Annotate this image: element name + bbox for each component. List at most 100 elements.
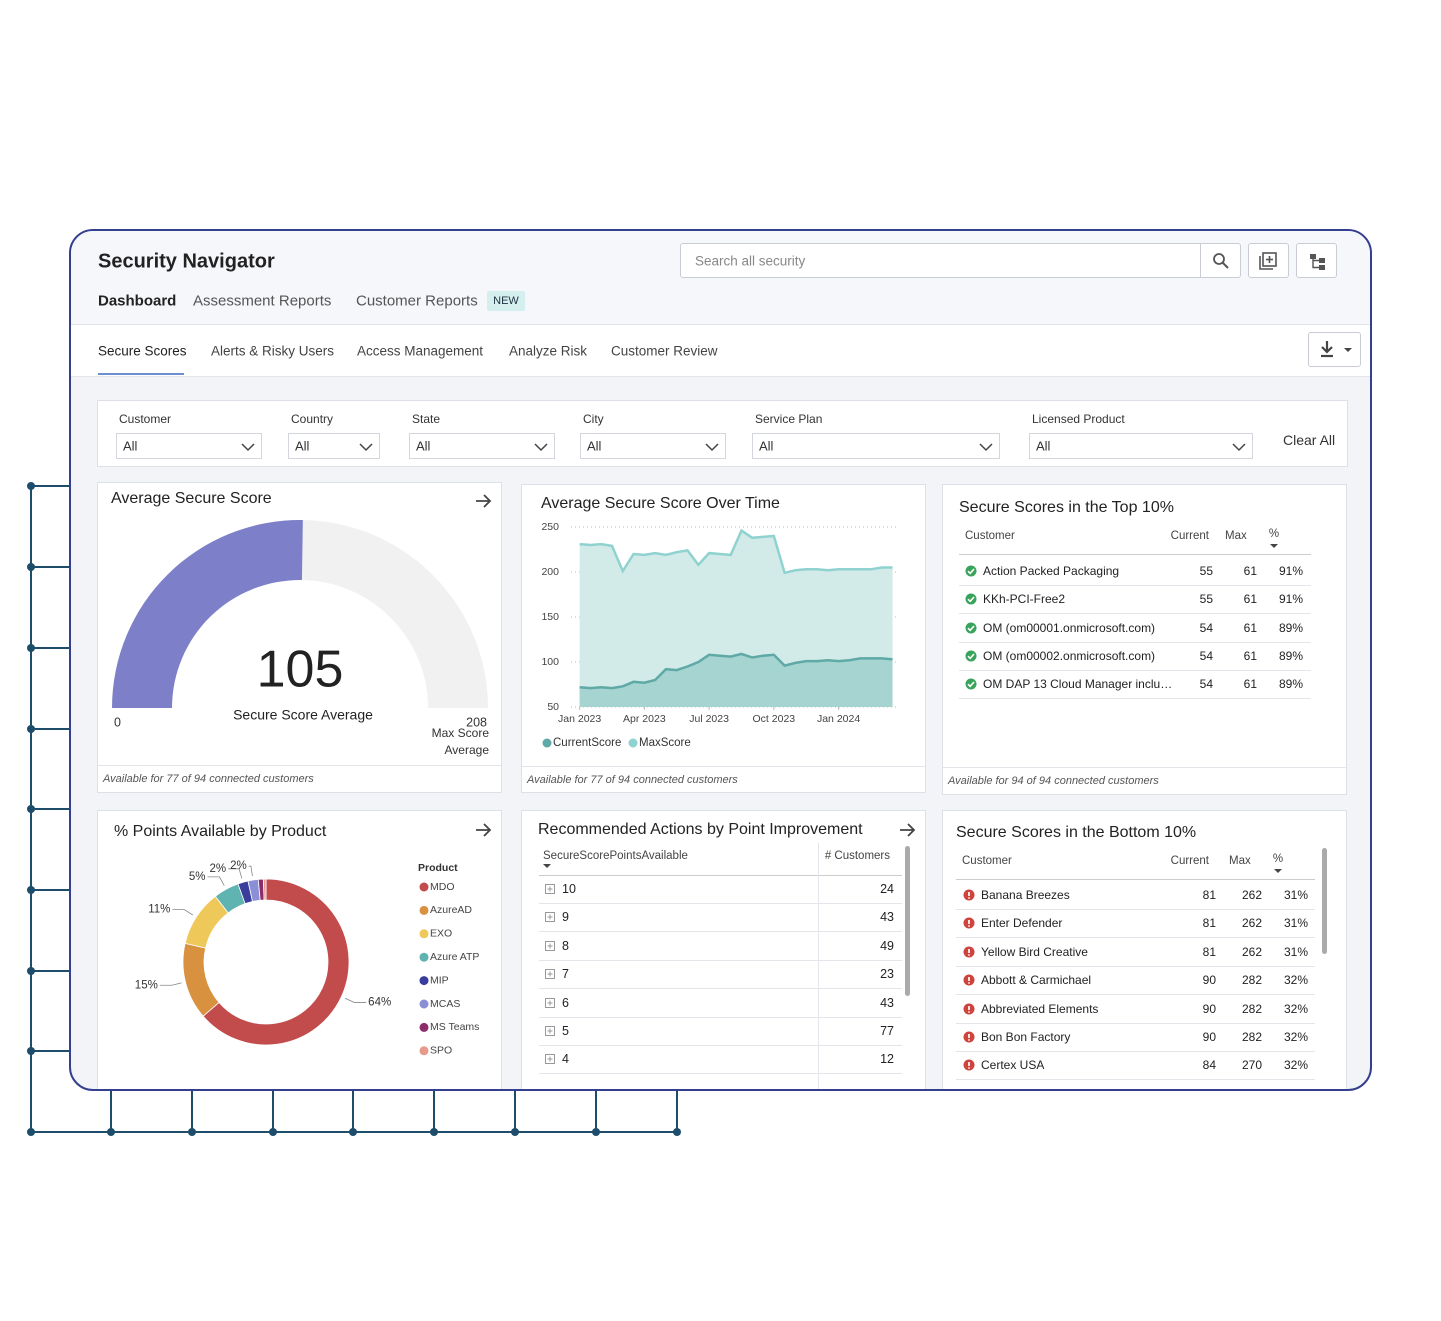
customer-name: OM (om00001.onmicrosoft.com) <box>983 620 1156 635</box>
table-cell: 81 <box>1202 944 1216 959</box>
column-header: Customer <box>965 530 1015 542</box>
filter-label: City <box>583 412 604 426</box>
x-tick-label: Oct 2023 <box>753 713 796 725</box>
status-icon <box>963 1003 975 1015</box>
row-divider <box>959 641 1311 643</box>
legend-marker <box>419 952 429 962</box>
open-arrow[interactable] <box>474 493 494 509</box>
legend-marker <box>628 738 638 748</box>
table-cell: 12 <box>880 1052 894 1067</box>
header-divider <box>959 554 1311 555</box>
tab[interactable]: Access Management <box>357 343 484 359</box>
customer-name: Bon Bon Factory <box>981 1030 1071 1044</box>
filter-select[interactable]: All <box>580 433 726 459</box>
customer-name: Enter Defender <box>981 916 1063 931</box>
status-icon <box>963 889 975 901</box>
caret <box>1274 869 1282 873</box>
table-cell: 43 <box>880 995 894 1010</box>
expand-icon[interactable] <box>545 884 555 894</box>
expand-icon[interactable] <box>545 969 555 980</box>
download-button[interactable] <box>1308 332 1361 367</box>
nav-link[interactable]: Assessment Reports <box>193 292 332 310</box>
open-arrow[interactable] <box>474 822 494 838</box>
table-cell: 81 <box>1202 916 1216 931</box>
footnote: Available for 94 of 94 connected custome… <box>948 775 1159 787</box>
expand-plus <box>547 914 553 920</box>
bottom_table-card: Secure Scores in the Bottom 10% Customer C… <box>942 810 1347 1089</box>
gauge-min: 0 <box>114 715 121 729</box>
icon-dot <box>968 1039 970 1041</box>
icon-circle <box>965 565 977 577</box>
filter-select[interactable]: All <box>409 433 555 459</box>
tab[interactable]: Analyze Risk <box>509 343 588 359</box>
chevron <box>1232 443 1246 452</box>
expand-icon[interactable] <box>545 940 555 951</box>
footnote: Available for 77 of 94 connected custome… <box>103 773 314 785</box>
tab[interactable]: Secure Scores <box>98 343 187 359</box>
column-header: Max <box>1229 855 1251 867</box>
chevron <box>705 443 719 452</box>
expand-icon[interactable] <box>545 997 555 1008</box>
add-report-button[interactable] <box>1248 243 1289 278</box>
filter-select[interactable]: All <box>116 433 262 459</box>
filter-select[interactable]: All <box>752 433 1000 459</box>
hierarchy-button[interactable] <box>1296 243 1337 278</box>
table-cell: 32% <box>1283 1030 1308 1044</box>
clear-all-link[interactable]: Clear All <box>1283 432 1336 448</box>
search-icon[interactable] <box>1212 252 1230 270</box>
status-icon <box>963 946 975 958</box>
legend-label: EXO <box>430 928 452 940</box>
area-fill <box>579 653 893 707</box>
expand-icon[interactable] <box>545 1054 555 1065</box>
table-cell: 31% <box>1283 944 1308 959</box>
table-cell: 91% <box>1278 592 1303 607</box>
icon-dot <box>968 1067 970 1070</box>
legend-label: Azure ATP <box>430 951 479 963</box>
scrollbar[interactable] <box>905 846 910 996</box>
nav-link[interactable]: Dashboard <box>98 292 177 310</box>
download-icon <box>1321 341 1352 358</box>
table-cell: 32% <box>1283 1058 1308 1073</box>
icon-check <box>967 596 975 603</box>
customer-name: Abbott & Carmichael <box>981 973 1092 988</box>
search-box[interactable]: Search all security <box>680 243 1241 278</box>
table-cell: 84 <box>1202 1058 1216 1073</box>
legend-marker <box>419 905 429 915</box>
row-divider <box>539 988 902 990</box>
area-chart-card: Average Secure Score Over Time 50 100 150 20… <box>521 484 926 793</box>
open-arrow[interactable] <box>898 822 918 838</box>
tab[interactable]: Customer Review <box>611 343 718 359</box>
tab[interactable]: Alerts & Risky Users <box>211 343 335 359</box>
table-cell: 4 <box>562 1052 569 1067</box>
filter-select[interactable]: All <box>1029 433 1253 459</box>
header-divider <box>956 879 1315 880</box>
column-header: % <box>1268 528 1280 540</box>
column-header: % <box>1272 853 1284 865</box>
legend-marker <box>419 882 429 892</box>
row-divider <box>539 931 902 933</box>
customer-name: Yellow Bird Creative <box>981 944 1088 959</box>
expand-icon[interactable] <box>545 1026 555 1036</box>
expand-icon[interactable] <box>545 912 555 923</box>
customer-name: Action Packed Packaging <box>983 564 1120 578</box>
donut-label: 2% <box>230 860 247 872</box>
nav-link[interactable]: Customer Reports <box>356 292 478 310</box>
row-divider <box>956 1022 1315 1024</box>
scrollbar[interactable] <box>1322 848 1327 954</box>
column-header: Max <box>1225 530 1247 542</box>
expand-box <box>545 884 555 894</box>
new-badge: NEW <box>487 291 525 311</box>
leader-line <box>248 865 253 877</box>
column-header: Current <box>1170 530 1209 542</box>
caret <box>1270 544 1278 548</box>
donut-label: 5% <box>189 871 206 883</box>
filter-select[interactable]: All <box>288 433 380 459</box>
arrow-icon <box>476 823 492 837</box>
column-header: # Customers <box>824 850 890 862</box>
chevron-line <box>241 443 255 452</box>
footer-divider <box>943 767 1346 768</box>
y-tick-label: 250 <box>541 521 559 533</box>
table-cell: 32% <box>1283 1001 1308 1016</box>
icon-check <box>967 625 975 632</box>
